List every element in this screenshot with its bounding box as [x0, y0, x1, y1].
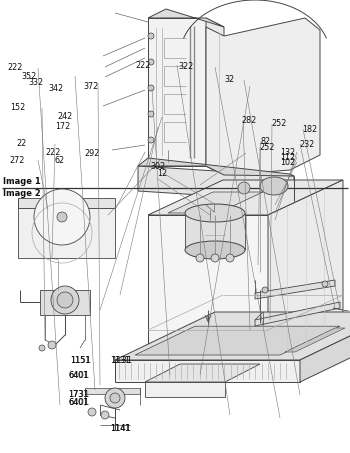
Text: 242: 242: [58, 112, 73, 121]
Circle shape: [101, 411, 109, 419]
Text: 332: 332: [28, 78, 43, 87]
Circle shape: [48, 341, 56, 349]
Text: 342: 342: [48, 84, 63, 93]
Polygon shape: [148, 215, 268, 360]
Circle shape: [88, 408, 96, 416]
Polygon shape: [285, 328, 345, 352]
Text: 322: 322: [178, 62, 194, 71]
Circle shape: [105, 388, 125, 408]
Polygon shape: [168, 192, 263, 213]
Polygon shape: [135, 326, 340, 355]
Polygon shape: [40, 290, 90, 315]
Circle shape: [34, 189, 90, 245]
Circle shape: [148, 33, 154, 39]
Text: 12: 12: [157, 169, 167, 178]
Text: 1131: 1131: [111, 356, 132, 365]
Ellipse shape: [185, 241, 245, 259]
Polygon shape: [148, 9, 224, 27]
Text: 1131: 1131: [111, 356, 131, 365]
Circle shape: [211, 254, 219, 262]
Polygon shape: [185, 213, 245, 250]
Polygon shape: [145, 382, 225, 397]
Text: 372: 372: [83, 82, 99, 91]
Polygon shape: [148, 18, 206, 166]
Circle shape: [148, 59, 154, 65]
Text: 82: 82: [261, 137, 271, 146]
Text: 252: 252: [271, 119, 287, 128]
Text: 102: 102: [280, 158, 295, 167]
Polygon shape: [65, 217, 86, 236]
Text: 222: 222: [8, 63, 23, 72]
Circle shape: [148, 137, 154, 143]
Text: 6401: 6401: [68, 371, 89, 380]
Polygon shape: [115, 312, 350, 360]
Text: 292: 292: [84, 149, 99, 158]
Circle shape: [57, 292, 73, 308]
Circle shape: [226, 254, 234, 262]
Text: Image 1: Image 1: [3, 178, 41, 187]
Polygon shape: [115, 360, 300, 382]
Text: 152: 152: [10, 103, 26, 112]
Polygon shape: [85, 388, 140, 394]
Text: 352: 352: [21, 72, 36, 81]
Ellipse shape: [185, 204, 245, 222]
Circle shape: [39, 345, 45, 351]
Circle shape: [262, 287, 268, 293]
Polygon shape: [37, 210, 58, 229]
Polygon shape: [300, 312, 350, 382]
Circle shape: [238, 182, 250, 194]
Text: 1151: 1151: [70, 356, 91, 365]
Polygon shape: [268, 180, 343, 360]
Text: 62: 62: [54, 156, 64, 165]
Text: 22: 22: [17, 139, 27, 148]
Polygon shape: [148, 180, 343, 215]
Ellipse shape: [260, 177, 288, 195]
Circle shape: [148, 111, 154, 117]
Text: 232: 232: [299, 140, 315, 149]
Text: 6401: 6401: [68, 398, 88, 407]
Polygon shape: [138, 158, 294, 176]
Text: 302: 302: [150, 162, 166, 171]
Text: 282: 282: [241, 116, 257, 125]
Polygon shape: [206, 18, 224, 175]
Circle shape: [148, 85, 154, 91]
Text: 1731: 1731: [68, 390, 90, 399]
Text: 6401: 6401: [68, 371, 88, 380]
Text: 6401: 6401: [68, 398, 89, 407]
Polygon shape: [206, 18, 320, 175]
Text: 272: 272: [10, 156, 25, 165]
Text: 172: 172: [55, 122, 71, 131]
Text: 32: 32: [224, 75, 234, 84]
Text: 222: 222: [46, 148, 61, 157]
Polygon shape: [63, 194, 85, 215]
Text: Image 2: Image 2: [3, 189, 41, 198]
Circle shape: [196, 254, 204, 262]
Circle shape: [51, 286, 79, 314]
Text: 132: 132: [280, 148, 295, 157]
Text: 182: 182: [302, 125, 317, 134]
Text: 1141: 1141: [110, 424, 131, 434]
Circle shape: [322, 281, 328, 287]
Polygon shape: [44, 193, 61, 215]
Text: 222: 222: [136, 61, 151, 70]
Polygon shape: [255, 280, 335, 299]
Polygon shape: [48, 221, 67, 241]
Text: 1141: 1141: [110, 424, 130, 434]
Polygon shape: [138, 166, 294, 201]
Text: 252: 252: [259, 143, 274, 152]
Text: 112: 112: [280, 153, 295, 162]
Polygon shape: [18, 208, 115, 258]
Text: 1151: 1151: [70, 356, 90, 365]
Text: 1731: 1731: [68, 390, 88, 399]
Polygon shape: [255, 302, 340, 326]
Polygon shape: [18, 198, 115, 208]
Circle shape: [57, 212, 67, 222]
Circle shape: [110, 393, 120, 403]
Polygon shape: [145, 364, 260, 382]
